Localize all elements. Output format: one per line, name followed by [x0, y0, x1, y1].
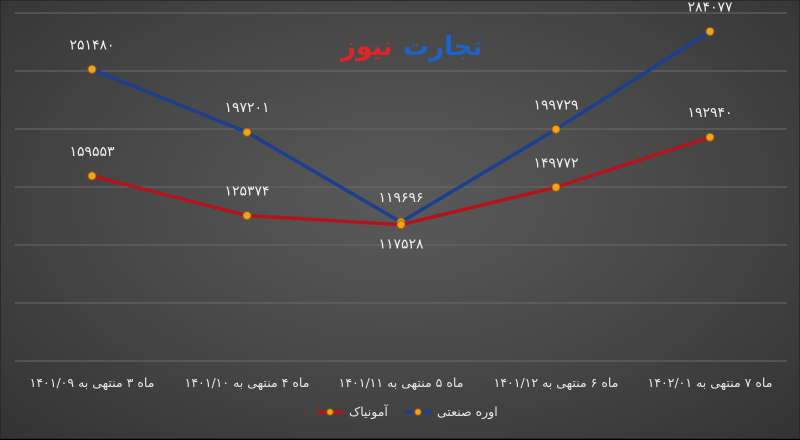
data-point: [87, 64, 97, 74]
x-axis-ticks: ماه ۳ منتهی به ۱۴۰۱/۰۹ ماه ۴ منتهی به ۱۴۰…: [30, 375, 773, 391]
data-point: [242, 127, 252, 137]
legend-item: اوره صنعتی: [405, 404, 498, 420]
x-tick-label: ماه ۴ منتهی به ۱۴۰۱/۱۰: [185, 375, 310, 391]
data-point: [242, 211, 252, 221]
legend-label: آمونیاک: [349, 404, 388, 420]
legend-item: آمونیاک: [317, 404, 388, 420]
series-line: [91, 135, 711, 227]
data-label: ۲۵۱۴۸۰: [69, 37, 114, 53]
x-tick-label: ماه ۷ منتهی به ۱۴۰۲/۰۱: [648, 375, 773, 391]
data-label: ۱۹۲۹۴۰: [687, 105, 732, 121]
data-point: [705, 26, 715, 36]
logo-text-blue: تجارت: [403, 32, 482, 62]
data-point: [705, 132, 715, 142]
data-label: ۱۹۹۷۲۹: [533, 97, 578, 113]
logo-text-red: نیوز: [339, 32, 393, 62]
legend-label: اوره صنعتی: [437, 404, 498, 420]
brand-logo: نیوز تجارت: [339, 32, 482, 62]
gridlines: [15, 12, 787, 362]
data-label: ۱۱۹۶۹۶: [378, 190, 423, 206]
data-label: ۱۹۷۲۰۱: [224, 100, 269, 116]
data-point: [87, 171, 97, 181]
data-labels: ۲۵۱۴۸۰ ۱۹۷۲۰۱ ۱۱۹۶۹۶ ۱۹۹۷۲۹ ۲۸۴۰۷۷ ۱۵۹۵۵۳ ۱۲۵۳…: [69, 1, 733, 253]
data-label: ۱۲۵۳۷۴: [224, 184, 269, 200]
x-tick-label: ماه ۳ منتهی به ۱۴۰۱/۰۹: [30, 375, 155, 391]
data-label: ۱۴۹۷۷۲: [533, 155, 578, 171]
series-markers: [87, 26, 715, 230]
data-label: ۲۸۴۰۷۷: [687, 1, 733, 15]
data-point: [396, 220, 406, 230]
x-tick-label: ماه ۶ منتهی به ۱۴۰۱/۱۲: [494, 375, 619, 391]
data-label: ۱۵۹۵۵۳: [69, 144, 115, 160]
legend-marker: [326, 408, 334, 416]
x-tick-label: ماه ۵ منتهی به ۱۴۰۱/۱۱: [339, 375, 464, 391]
legend: اوره صنعتی آمونیاک: [317, 404, 498, 420]
data-label: ۱۱۷۵۲۸: [378, 237, 424, 253]
legend-marker: [414, 408, 422, 416]
data-point: [551, 182, 561, 192]
data-point: [551, 124, 561, 134]
